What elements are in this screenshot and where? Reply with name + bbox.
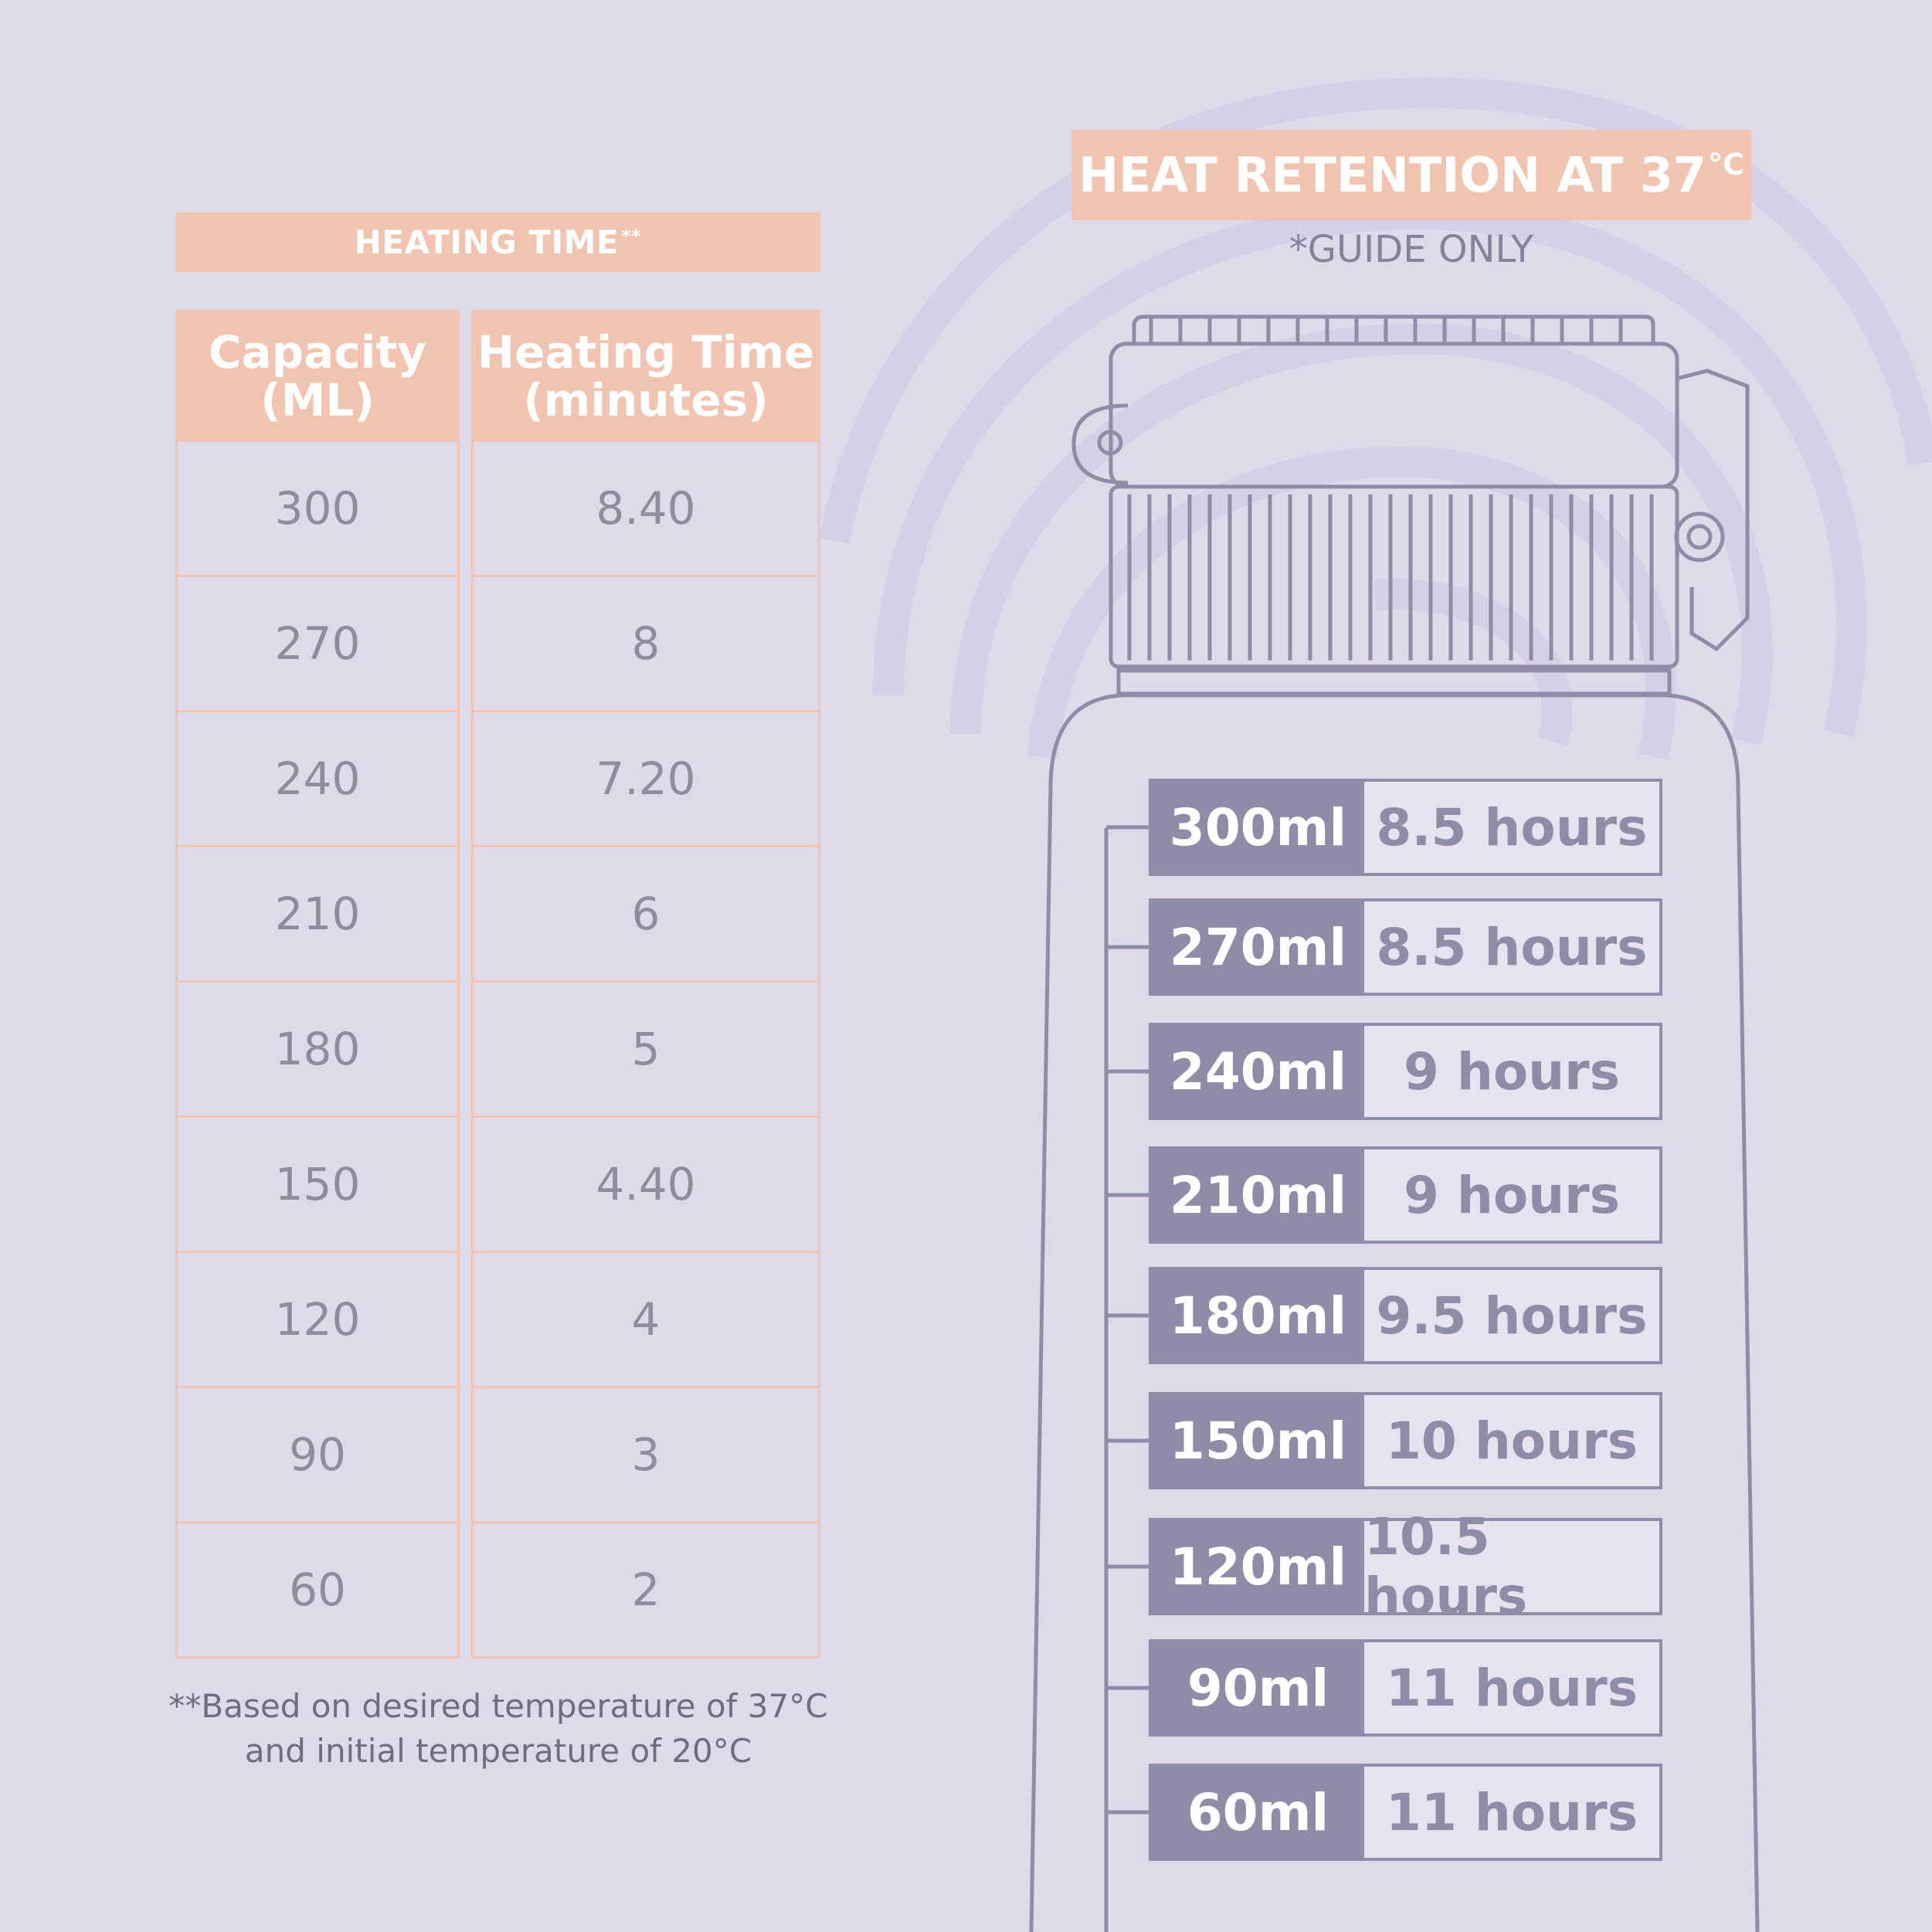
retention-capacity: 90ml [1152,1642,1364,1733]
retention-row: 90ml 11 hours [1149,1639,1662,1737]
capacity-header-line1: Capacity [208,325,427,379]
retention-hours: 8.5 hours [1376,797,1648,857]
heating-time-banner: HEATING TIME ** [175,212,820,272]
heating-time-cell: 3 [471,1388,820,1523]
retention-hours: 9 hours [1403,1165,1621,1225]
heat-retention-banner: HEAT RETENTION AT 37 °C [1071,130,1751,220]
heating-time-header-line2: (minutes) [523,373,769,426]
bottle-body-illustration [1029,693,1760,1932]
retention-hours: 9 hours [1403,1041,1621,1102]
heat-retention-banner-unit: °C [1707,147,1744,182]
bottle-lid-illustration [1071,314,1750,696]
retention-capacity: 150ml [1152,1395,1364,1486]
capacity-cell: 120 [175,1253,460,1388]
retention-capacity: 210ml [1152,1149,1364,1241]
capacity-cell: 240 [175,712,460,847]
footnote-line2: and initial temperature of 20°C [244,1732,752,1770]
retention-hours: 11 hours [1386,1782,1638,1842]
capacity-cell: 60 [175,1523,460,1659]
retention-row: 210ml 9 hours [1149,1146,1662,1244]
retention-capacity: 300ml [1152,782,1364,873]
heating-footnote: **Based on desired temperature of 37°C a… [116,1684,881,1774]
heating-time-column-header: Heating Time (minutes) [471,310,820,442]
capacity-cell: 90 [175,1388,460,1523]
heating-time-cell: 4.40 [471,1118,820,1253]
capacity-cell: 300 [175,442,460,577]
retention-hours: 10.5 hours [1364,1507,1528,1626]
guide-only-note: *GUIDE ONLY [1289,228,1534,271]
heat-retention-banner-label: HEAT RETENTION AT 37 [1078,147,1706,203]
retention-row: 300ml 8.5 hours [1149,779,1662,876]
retention-capacity: 180ml [1152,1270,1364,1361]
heating-time-cell: 6 [471,847,820,983]
capacity-header-line2: (ML) [260,373,375,426]
retention-capacity: 60ml [1152,1767,1364,1858]
retention-row: 240ml 9 hours [1149,1023,1662,1120]
capacity-column-header: Capacity (ML) [175,310,460,442]
heating-time-cell: 8.40 [471,442,820,577]
heating-time-banner-mark: ** [621,225,642,247]
retention-capacity: 120ml [1152,1521,1364,1612]
heating-time-cell: 8 [471,577,820,712]
retention-row: 270ml 8.5 hours [1149,898,1662,996]
capacity-cell: 210 [175,847,460,983]
retention-capacity: 270ml [1152,901,1364,993]
retention-hours: 8.5 hours [1376,917,1648,977]
retention-capacity: 240ml [1152,1026,1364,1117]
retention-row: 180ml 9.5 hours [1149,1267,1662,1364]
capacity-cell: 270 [175,577,460,712]
footnote-line1: **Based on desired temperature of 37°C [168,1687,828,1725]
heating-time-table: Capacity (ML) Heating Time (minutes) 300… [175,310,820,1659]
retention-row: 60ml 11 hours [1149,1764,1662,1861]
heating-time-cell: 2 [471,1523,820,1659]
retention-row: 120ml 10.5 hours [1149,1507,1662,1626]
heating-time-cell: 4 [471,1253,820,1388]
retention-hours: 10 hours [1386,1411,1638,1471]
capacity-cell: 150 [175,1118,460,1253]
heating-time-cell: 7.20 [471,712,820,847]
capacity-cell: 180 [175,983,460,1118]
heating-time-cell: 5 [471,983,820,1118]
retention-row: 150ml 10 hours [1149,1392,1662,1489]
retention-hours: 9.5 hours [1376,1285,1648,1346]
retention-hours: 11 hours [1386,1658,1638,1718]
heating-time-header-line1: Heating Time [477,325,815,379]
heating-time-banner-label: HEATING TIME [354,223,620,261]
